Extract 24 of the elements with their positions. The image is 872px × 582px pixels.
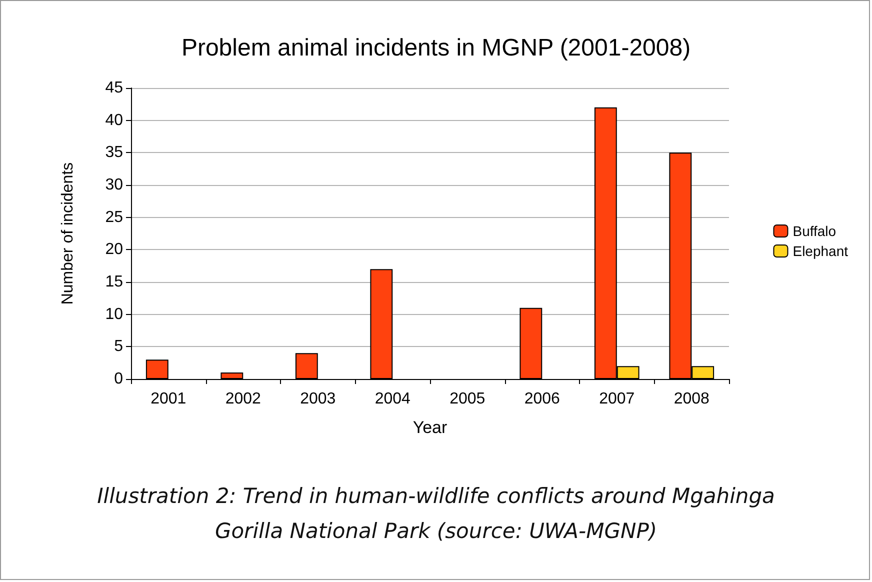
chart-title: Problem animal incidents in MGNP (2001-2008) — [181, 34, 691, 62]
y-axis-title: Number of incidents — [60, 162, 76, 305]
legend-label: Elephant — [792, 243, 848, 259]
text: Illustration 2: Trend in human-wildlife conflicts around Mgahinga Gorilla National Park (source: UWA-MGNP) — [96, 483, 776, 545]
y-tick-label: 0 — [114, 370, 124, 388]
y-tick-label: 45 — [105, 80, 124, 96]
x-tick-label: 2003 — [300, 390, 336, 408]
x-tick-label: 2008 — [674, 390, 710, 408]
y-tick-label: 5 — [114, 338, 124, 356]
x-tick-label: 2001 — [150, 390, 186, 408]
y-tick-label: 15 — [105, 274, 124, 290]
x-tick-label: 2005 — [450, 390, 486, 408]
x-tick-label: 2002 — [225, 390, 262, 408]
y-tick-label: 20 — [105, 241, 124, 258]
y-tick-label: 40 — [105, 112, 124, 129]
legend-label: Buffalo — [792, 223, 836, 239]
x-tick-label: 2006 — [524, 390, 560, 408]
y-tick-label: 10 — [105, 306, 124, 323]
x-tick-label: 2007 — [599, 390, 635, 408]
y-tick-label: 25 — [105, 208, 124, 226]
y-tick-label: 35 — [105, 144, 124, 162]
x-axis-title: Year — [412, 418, 448, 437]
y-tick-label: 30 — [105, 176, 124, 194]
x-tick-label: 2004 — [374, 390, 411, 408]
